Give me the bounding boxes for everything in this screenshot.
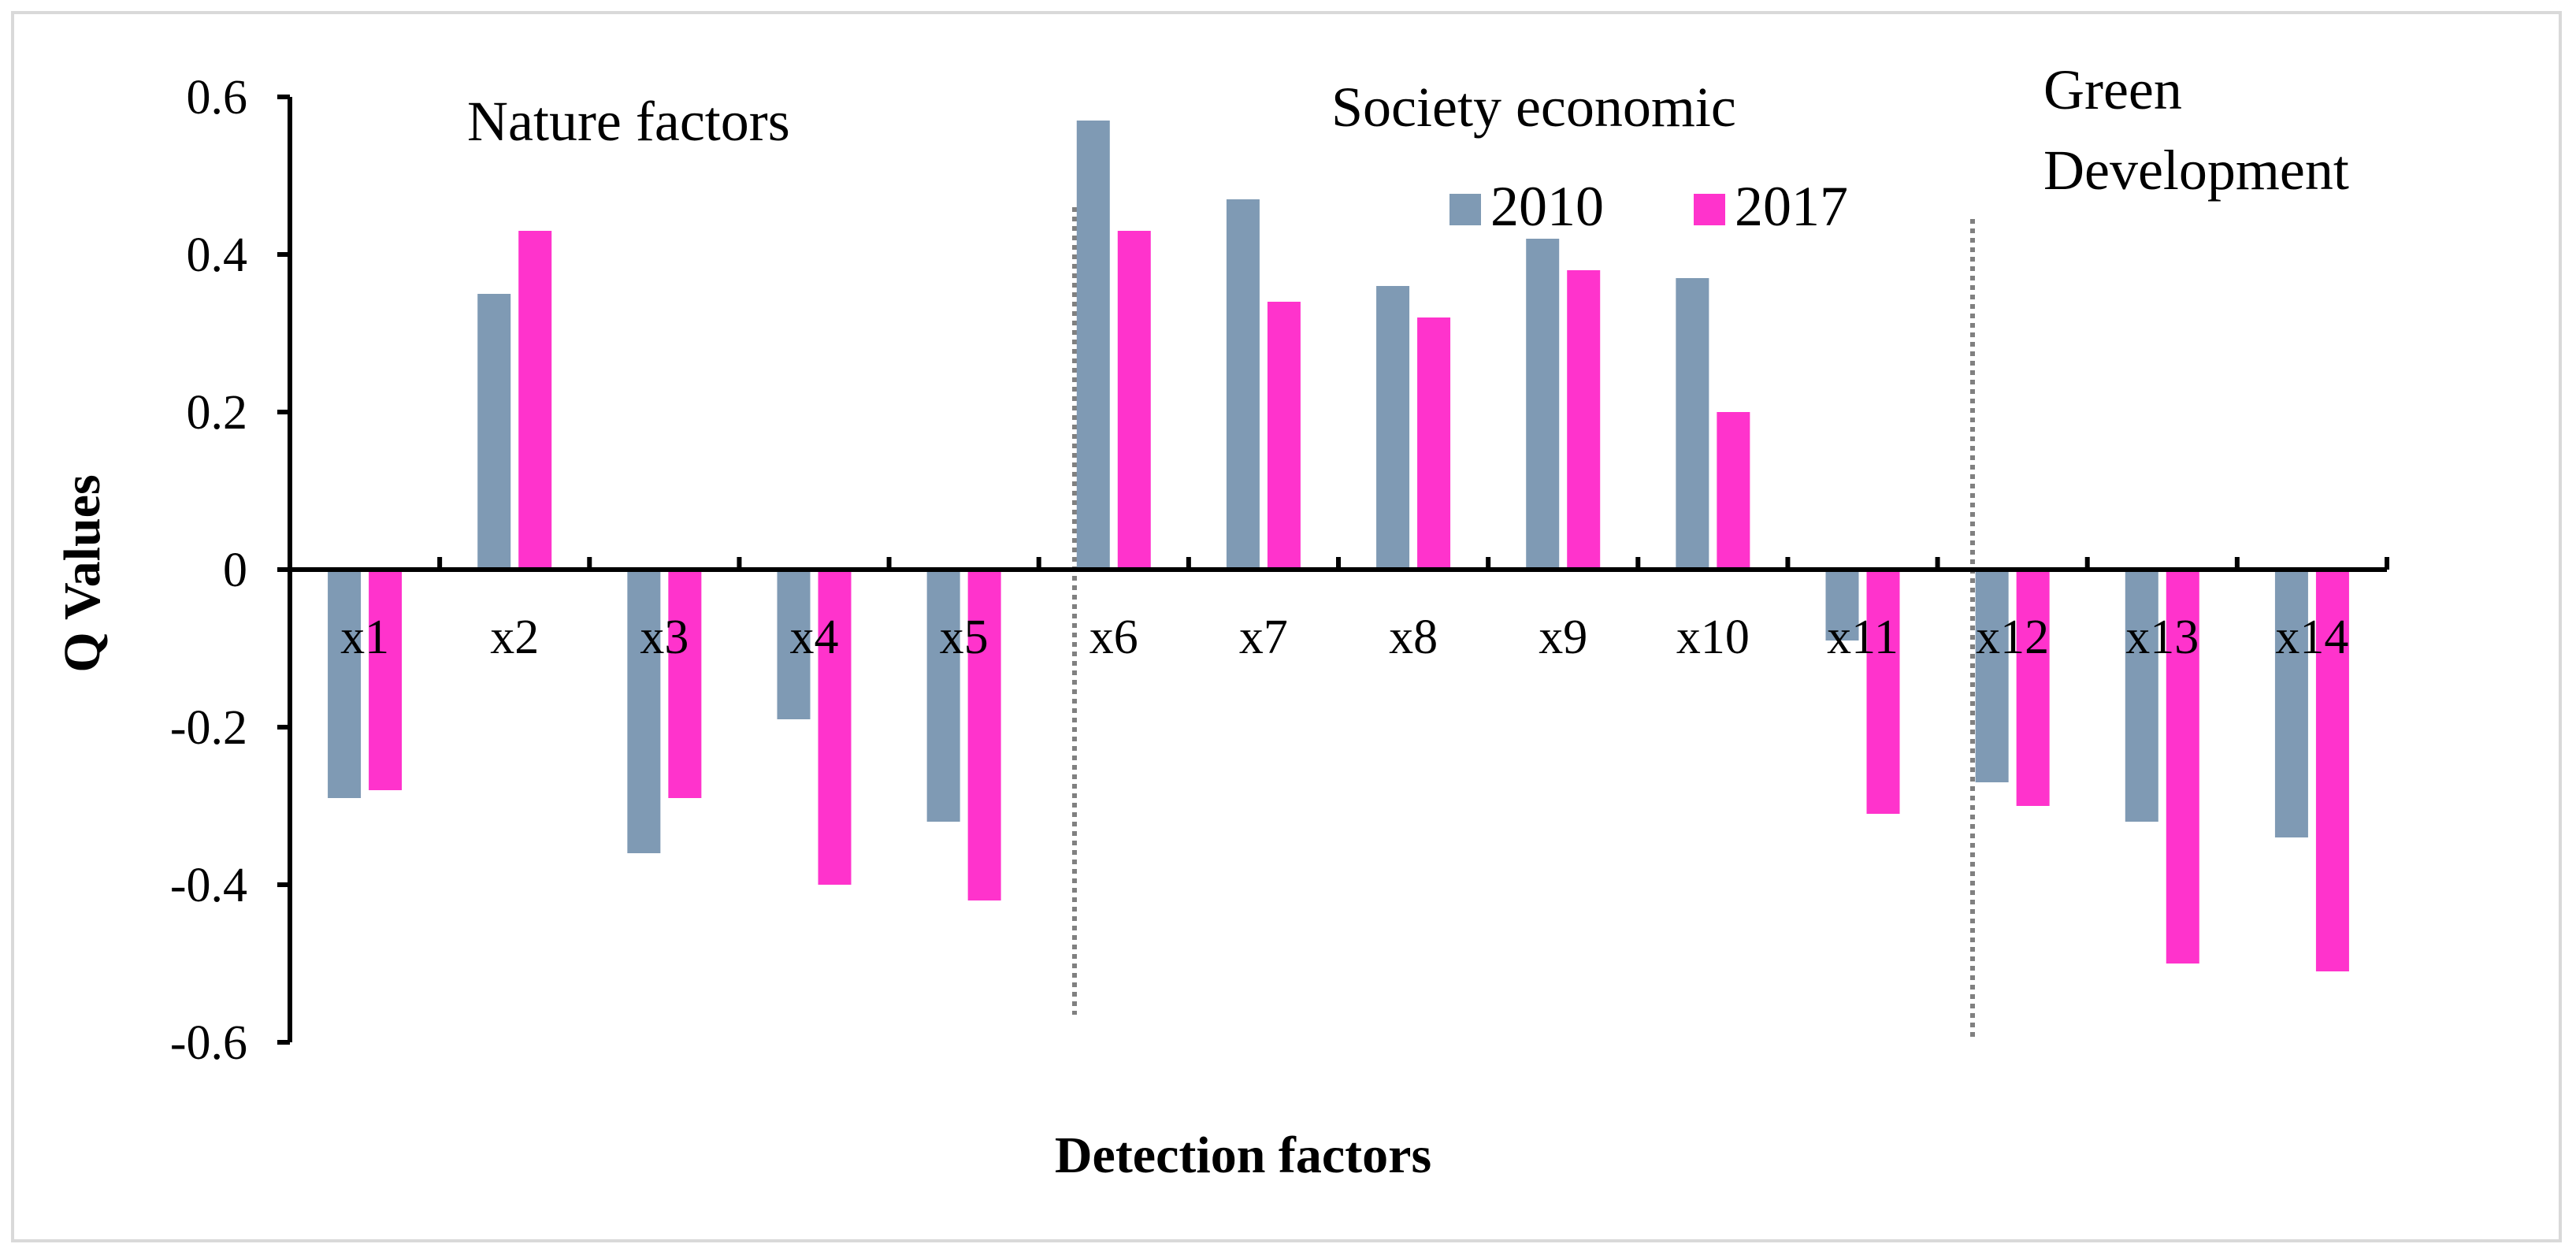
bar-2010-x7 <box>1226 199 1260 570</box>
bar-2017-x4 <box>818 570 852 885</box>
category-label-x14: x14 <box>2275 611 2348 664</box>
category-label-x12: x12 <box>1976 611 2049 664</box>
bar-2017-x5 <box>967 570 1001 900</box>
group-dividers <box>1072 207 1975 1038</box>
bar-2010-x10 <box>1676 278 1709 570</box>
bar-2010-x2 <box>477 294 511 570</box>
category-label-x10: x10 <box>1676 611 1750 664</box>
x-ticks <box>288 557 2389 570</box>
category-label-x8: x8 <box>1389 611 1438 664</box>
category-label-x7: x7 <box>1239 611 1288 664</box>
category-label-x13: x13 <box>2125 611 2199 664</box>
legend-label-2010: 2010 <box>1490 175 1604 238</box>
group-label-society: Society economic <box>1331 76 1736 139</box>
bar-2017-x13 <box>2166 570 2199 964</box>
group-label-nature: Nature factors <box>467 90 790 153</box>
bar-2010-x1 <box>328 570 362 798</box>
category-labels: x1 x2 x3 x4 x5 x6 x7 x8 x9 x10 x11 x12 x13 x14 <box>340 611 2348 664</box>
bar-2010-x5 <box>926 570 960 822</box>
legend-swatch-2017 <box>1694 194 1725 225</box>
bar-2017-x11 <box>1866 570 1900 814</box>
bar-2017-x6 <box>1117 231 1151 570</box>
chart-frame: 0.6 0.4 0.2 0 -0.2 -0.4 -0.6 x1 x2 x3 x4 x5 x6 x7 x8 x… <box>11 11 2562 1242</box>
bar-2010-x8 <box>1376 286 1410 570</box>
bar-chart: 0.60.40.20-0.2-0.4-0.6 x1 x2 x3 x4 x5 x6 x7 x8 x… <box>54 58 2389 1184</box>
category-label-x1: x1 <box>340 611 389 664</box>
legend: 2010 2017 <box>1449 175 1848 238</box>
bar-2010-x3 <box>627 570 661 853</box>
legend-label-2017: 2017 <box>1735 175 1848 238</box>
y-tick-label: 0.4 <box>187 228 248 282</box>
y-axis-title: Q Values <box>54 474 111 672</box>
bar-2017-x14 <box>2315 570 2349 971</box>
y-tick-label: 0.2 <box>187 386 248 440</box>
bar-2017-x10 <box>1717 412 1750 570</box>
category-label-x9: x9 <box>1539 611 1587 664</box>
bar-2010-x13 <box>2125 570 2158 822</box>
category-label-x6: x6 <box>1089 611 1138 664</box>
bar-2017-x2 <box>518 231 552 570</box>
y-tick-label: 0 <box>223 544 247 597</box>
category-label-x5: x5 <box>940 611 989 664</box>
bar-2010-x9 <box>1526 239 1560 570</box>
bar-2010-x14 <box>2274 570 2308 837</box>
bar-2010-x11 <box>1825 570 1859 640</box>
y-tick-label: 0.6 <box>187 71 248 124</box>
y-ticks: 0.6 0.4 0.2 0 -0.2 -0.4 -0.6 <box>170 71 290 1070</box>
bar-2010-x12 <box>1975 570 2009 782</box>
bars <box>328 121 2349 971</box>
bar-2010-x4 <box>777 570 811 719</box>
group-label-green-line2: Development <box>2043 139 2349 202</box>
x-axis-title: Detection factors <box>1055 1127 1431 1184</box>
bar-2010-x6 <box>1076 121 1110 570</box>
bar-2017-x12 <box>2016 570 2050 806</box>
category-label-x2: x2 <box>490 611 539 664</box>
category-label-x4: x4 <box>790 611 839 664</box>
y-tick-label: -0.4 <box>170 859 247 912</box>
bar-2017-x7 <box>1267 302 1301 570</box>
legend-swatch-2010 <box>1449 194 1481 225</box>
y-tick-label: -0.2 <box>170 701 247 755</box>
bar-2017-x8 <box>1417 317 1451 570</box>
category-label-x3: x3 <box>640 611 689 664</box>
bar-2017-x9 <box>1567 270 1601 570</box>
group-label-green-line1: Green <box>2043 58 2182 121</box>
bar-2017-x3 <box>668 570 702 798</box>
y-tick-label: -0.6 <box>170 1016 247 1070</box>
category-label-x11: x11 <box>1827 611 1899 664</box>
bar-2017-x1 <box>369 570 403 790</box>
